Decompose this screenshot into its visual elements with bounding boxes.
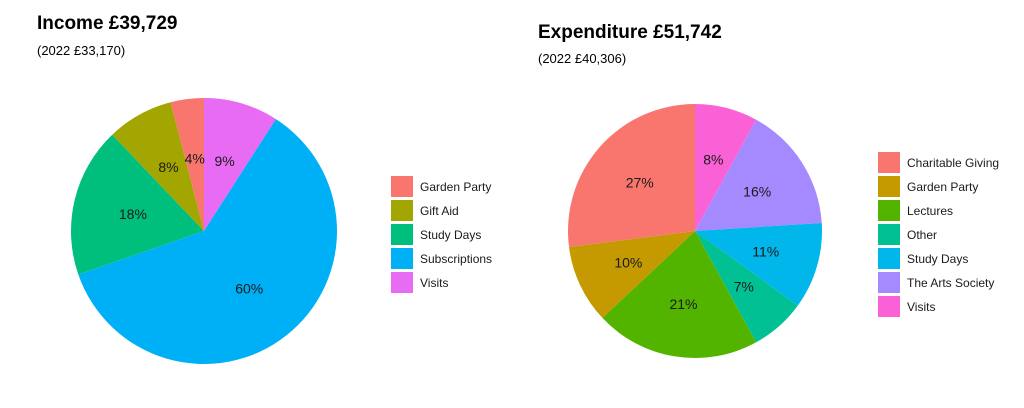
- legend-key-gift-aid: [391, 200, 413, 221]
- legend-label-garden-party: Garden Party: [907, 180, 978, 194]
- legend-label-study-days: Study Days: [420, 228, 481, 242]
- legend-key-other: [878, 224, 900, 245]
- legend-label-visits: Visits: [907, 300, 935, 314]
- legend-key-garden-party: [391, 176, 413, 197]
- pie-label-the-arts-society: 16%: [743, 184, 771, 200]
- legend-label-gift-aid: Gift Aid: [420, 204, 459, 218]
- pie-slice-study-days: [695, 223, 822, 306]
- pie-label-visits: 8%: [703, 152, 723, 168]
- pie-label-lectures: 21%: [669, 296, 697, 312]
- pie-label-garden-party: 4%: [185, 150, 205, 166]
- income-chart-panel: Income £39,729 (2022 £33,170) 9% 60% 18% 8%…: [37, 13, 492, 364]
- pie-slice-the-arts-society: [695, 119, 822, 231]
- expenditure-chart-subtitle: (2022 £40,306): [538, 51, 627, 66]
- legend-label-the-arts-society: The Arts Society: [907, 276, 994, 290]
- pie-slice-visits: [204, 98, 276, 231]
- pie-label-other: 7%: [734, 278, 754, 294]
- pie-label-study-days: 11%: [752, 244, 779, 260]
- legend-key-lectures: [878, 200, 900, 221]
- legend-label-lectures: Lectures: [907, 204, 953, 218]
- pie-slice-other: [695, 231, 798, 343]
- pie-slice-charitable-giving: [568, 104, 695, 247]
- pie-slice-garden-party: [569, 231, 695, 318]
- legend-key-charitable-giving: [878, 152, 900, 173]
- legend-label-other: Other: [907, 228, 937, 242]
- legend: Garden Party Gift Aid Study Days Subscripti…: [391, 176, 492, 293]
- pie-label-gift-aid: 8%: [158, 159, 178, 175]
- legend-key-study-days: [878, 248, 900, 269]
- legend-key-visits: [878, 296, 900, 317]
- pie-slice-gift-aid: [112, 102, 204, 232]
- pie-slice-study-days: [70, 134, 204, 275]
- legend-key-garden-party: [878, 176, 900, 197]
- income-chart-subtitle: (2022 £33,170): [37, 43, 126, 58]
- income-chart-title: Income £39,729: [37, 13, 178, 34]
- pie-slice-garden-party: [170, 98, 204, 231]
- legend-key-visits: [391, 272, 413, 293]
- expenditure-chart-title: Expenditure £51,742: [538, 22, 722, 43]
- pie-slice-subscriptions: [78, 119, 338, 364]
- pie-label-study-days: 18%: [119, 206, 147, 222]
- legend-key-the-arts-society: [878, 272, 900, 293]
- legend-label-study-days: Study Days: [907, 252, 968, 266]
- pie-slice-visits: [695, 104, 757, 231]
- pie-label-charitable-giving: 27%: [626, 174, 654, 190]
- legend-label-visits: Visits: [420, 276, 448, 290]
- legend-key-study-days: [391, 224, 413, 245]
- legend: Charitable Giving Garden Party Lectures Oth…: [878, 152, 999, 317]
- pie-label-visits: 9%: [214, 153, 234, 169]
- legend-label-garden-party: Garden Party: [420, 180, 491, 194]
- expenditure-chart-panel: Expenditure £51,742 (2022 £40,306) 8% 16%…: [512, 0, 1024, 408]
- legend-key-subscriptions: [391, 248, 413, 269]
- legend-label-charitable-giving: Charitable Giving: [907, 156, 999, 170]
- expenditure-pie-chart: 8% 16% 11% 7% 21% 10% 27% Charitable Giving Gard…: [568, 104, 999, 358]
- pie-label-garden-party: 10%: [614, 254, 642, 270]
- pie-label-subscriptions: 60%: [235, 280, 263, 296]
- pie-slice-lectures: [602, 231, 757, 358]
- legend-label-subscriptions: Subscriptions: [420, 252, 492, 266]
- income-pie-chart: 9% 60% 18% 8% 4% Garden Party Gift Aid Study Da…: [70, 98, 492, 364]
